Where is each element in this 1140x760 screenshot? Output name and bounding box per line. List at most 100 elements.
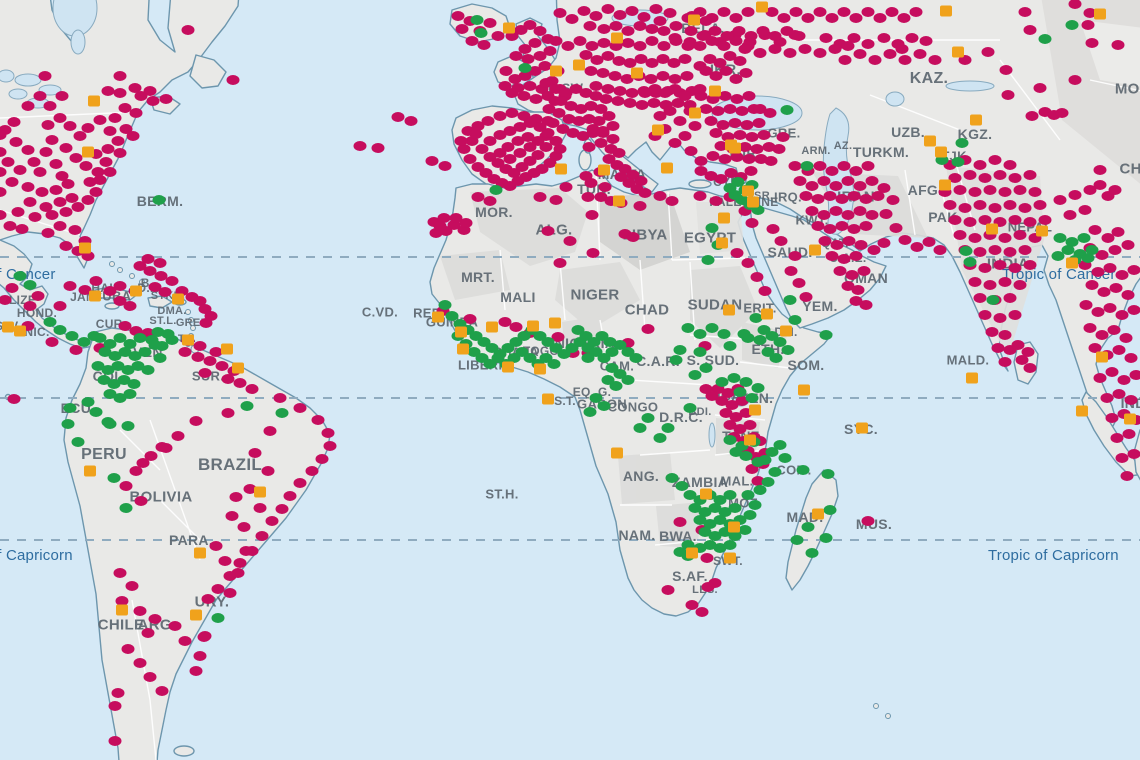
- map-marker-green[interactable]: [693, 329, 707, 339]
- map-marker-crimson[interactable]: [993, 313, 1007, 323]
- map-marker-crimson[interactable]: [175, 286, 189, 296]
- map-marker-orange[interactable]: [527, 320, 539, 332]
- map-marker-green[interactable]: [683, 403, 697, 413]
- map-marker-crimson[interactable]: [103, 286, 117, 296]
- map-marker-crimson[interactable]: [1063, 210, 1077, 220]
- map-marker-crimson[interactable]: [933, 245, 947, 255]
- map-marker-green[interactable]: [81, 397, 95, 407]
- map-marker-crimson[interactable]: [1127, 265, 1140, 275]
- map-marker-orange[interactable]: [761, 308, 773, 320]
- map-marker-crimson[interactable]: [818, 236, 832, 246]
- map-marker-crimson[interactable]: [703, 54, 717, 64]
- map-marker-crimson[interactable]: [983, 185, 997, 195]
- map-marker-crimson[interactable]: [943, 160, 957, 170]
- map-marker-orange[interactable]: [486, 321, 498, 333]
- map-marker-crimson[interactable]: [255, 531, 269, 541]
- map-marker-green[interactable]: [523, 353, 537, 363]
- map-marker-crimson[interactable]: [613, 10, 627, 20]
- map-marker-crimson[interactable]: [231, 568, 245, 578]
- map-marker-crimson[interactable]: [563, 236, 577, 246]
- map-marker-crimson[interactable]: [723, 104, 737, 114]
- map-marker-crimson[interactable]: [38, 71, 52, 81]
- map-marker-green[interactable]: [701, 255, 715, 265]
- map-marker-crimson[interactable]: [583, 21, 597, 31]
- map-marker-crimson[interactable]: [741, 258, 755, 268]
- map-marker-green[interactable]: [93, 333, 107, 343]
- map-marker-crimson[interactable]: [948, 173, 962, 183]
- map-marker-green[interactable]: [549, 343, 563, 353]
- map-marker-green[interactable]: [589, 347, 603, 357]
- map-marker-crimson[interactable]: [493, 111, 507, 121]
- map-marker-crimson[interactable]: [553, 258, 567, 268]
- map-marker-crimson[interactable]: [1100, 393, 1114, 403]
- map-marker-crimson[interactable]: [919, 36, 933, 46]
- map-marker-crimson[interactable]: [705, 36, 719, 46]
- map-marker-green[interactable]: [693, 515, 707, 525]
- map-marker-crimson[interactable]: [204, 311, 218, 321]
- map-marker-green[interactable]: [475, 353, 489, 363]
- map-marker-crimson[interactable]: [709, 196, 723, 206]
- map-marker-crimson[interactable]: [733, 130, 747, 140]
- map-marker-crimson[interactable]: [233, 558, 247, 568]
- map-marker-green[interactable]: [1038, 34, 1052, 44]
- map-marker-crimson[interactable]: [59, 207, 73, 217]
- map-marker-crimson[interactable]: [706, 94, 720, 104]
- map-marker-crimson[interactable]: [958, 55, 972, 65]
- map-marker-green[interactable]: [741, 333, 755, 343]
- map-marker-crimson[interactable]: [1013, 230, 1027, 240]
- map-marker-green[interactable]: [453, 319, 467, 329]
- map-marker-crimson[interactable]: [889, 223, 903, 233]
- map-marker-crimson[interactable]: [750, 144, 764, 154]
- map-marker-crimson[interactable]: [209, 541, 223, 551]
- map-marker-crimson[interactable]: [1081, 20, 1095, 30]
- map-marker-crimson[interactable]: [693, 61, 707, 71]
- map-marker-crimson[interactable]: [847, 191, 861, 201]
- map-marker-crimson[interactable]: [853, 49, 867, 59]
- map-marker-crimson[interactable]: [261, 466, 275, 476]
- map-marker-orange[interactable]: [709, 85, 721, 97]
- map-marker-crimson[interactable]: [449, 213, 463, 223]
- map-marker-crimson[interactable]: [668, 138, 682, 148]
- map-marker-crimson[interactable]: [777, 13, 791, 23]
- map-marker-green[interactable]: [128, 351, 142, 361]
- map-marker-crimson[interactable]: [1028, 187, 1042, 197]
- map-marker-orange[interactable]: [194, 547, 206, 559]
- map-marker-crimson[interactable]: [833, 266, 847, 276]
- map-marker-crimson[interactable]: [688, 121, 702, 131]
- map-marker-orange[interactable]: [718, 212, 730, 224]
- map-marker-crimson[interactable]: [521, 132, 535, 142]
- map-marker-crimson[interactable]: [35, 187, 49, 197]
- map-marker-crimson[interactable]: [744, 166, 758, 176]
- map-marker-crimson[interactable]: [23, 197, 37, 207]
- map-marker-crimson[interactable]: [729, 13, 743, 23]
- map-marker-crimson[interactable]: [1003, 293, 1017, 303]
- map-marker-crimson[interactable]: [656, 71, 670, 81]
- map-marker-crimson[interactable]: [589, 91, 603, 101]
- map-marker-crimson[interactable]: [998, 233, 1012, 243]
- map-marker-crimson[interactable]: [153, 258, 167, 268]
- map-marker-crimson[interactable]: [645, 36, 659, 46]
- map-marker-crimson[interactable]: [745, 218, 759, 228]
- map-marker-crimson[interactable]: [623, 58, 637, 68]
- map-marker-crimson[interactable]: [59, 143, 73, 153]
- map-marker-green[interactable]: [681, 540, 695, 550]
- map-marker-crimson[interactable]: [523, 118, 537, 128]
- map-marker-crimson[interactable]: [1003, 200, 1017, 210]
- map-marker-crimson[interactable]: [594, 104, 608, 114]
- map-marker-crimson[interactable]: [851, 285, 865, 295]
- map-marker-green[interactable]: [98, 347, 112, 357]
- map-marker-green[interactable]: [573, 337, 587, 347]
- map-marker-green[interactable]: [796, 465, 810, 475]
- map-marker-crimson[interactable]: [111, 688, 125, 698]
- map-marker-green[interactable]: [823, 505, 837, 515]
- map-marker-crimson[interactable]: [83, 177, 97, 187]
- map-marker-crimson[interactable]: [141, 328, 155, 338]
- map-marker-crimson[interactable]: [913, 49, 927, 59]
- map-marker-green[interactable]: [675, 481, 689, 491]
- map-marker-green[interactable]: [790, 535, 804, 545]
- map-marker-crimson[interactable]: [479, 168, 493, 178]
- map-marker-crimson[interactable]: [69, 153, 83, 163]
- map-marker-crimson[interactable]: [193, 296, 207, 306]
- map-marker-orange[interactable]: [84, 465, 96, 477]
- map-marker-crimson[interactable]: [1015, 355, 1029, 365]
